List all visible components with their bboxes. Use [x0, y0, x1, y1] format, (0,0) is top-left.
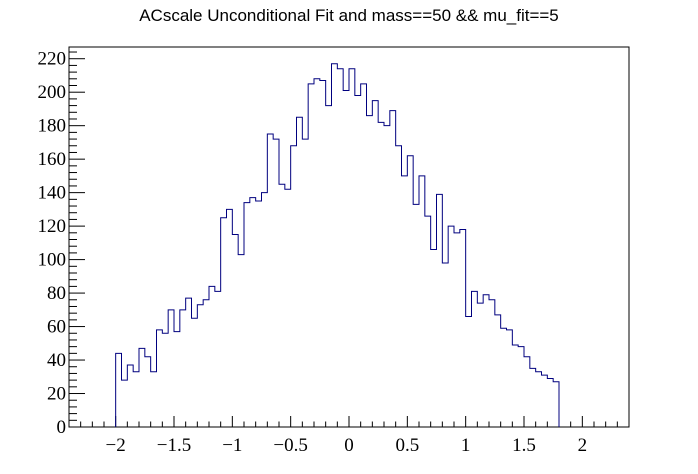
y-tick-label: 80: [47, 283, 66, 304]
plot-frame: [68, 46, 630, 428]
chart-title: ACscale Unconditional Fit and mass==50 &…: [139, 6, 559, 25]
y-tick-label: 120: [38, 216, 67, 237]
y-tick-label: 180: [38, 116, 67, 137]
x-tick-label: 1.5: [512, 435, 536, 456]
y-tick-label: 220: [38, 49, 67, 70]
y-axis-ticks: 0 20 40 60 80 100 120 140 160 180 200 220: [38, 49, 85, 438]
y-tick-label: 40: [47, 350, 66, 371]
y-tick-label: 200: [38, 82, 67, 103]
x-tick-label: −0.5: [273, 435, 307, 456]
y-tick-label: 0: [57, 417, 67, 438]
histogram-series-line: [115, 63, 560, 427]
x-axis-ticks: −2 −1.5 −1 −0.5 0 0.5 1 1.5 2: [68, 416, 630, 456]
y-tick-label: 100: [38, 250, 67, 271]
x-tick-label: 0: [344, 435, 354, 456]
x-tick-label: 2: [578, 435, 588, 456]
y-tick-label: 140: [38, 183, 67, 204]
x-tick-label: −2: [106, 435, 126, 456]
x-tick-label: −1: [222, 435, 242, 456]
x-tick-label: 0.5: [395, 435, 419, 456]
y-tick-label: 160: [38, 149, 67, 170]
y-tick-label: 60: [47, 317, 66, 338]
x-tick-label: −1.5: [157, 435, 191, 456]
x-tick-label: 1: [461, 435, 471, 456]
y-tick-label: 20: [47, 384, 66, 405]
